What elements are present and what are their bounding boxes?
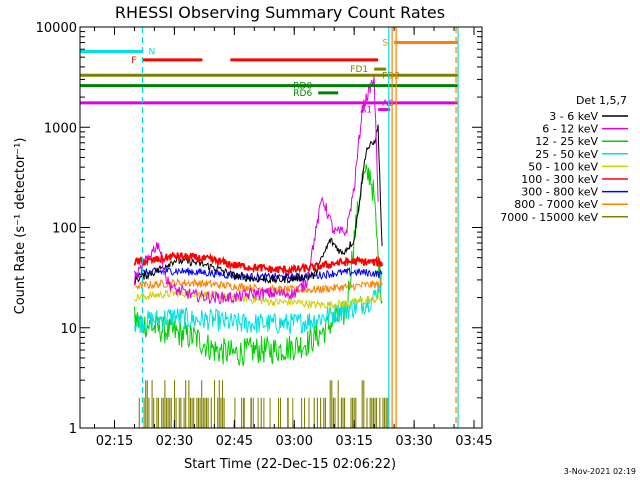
flag-f: F: [131, 56, 379, 66]
legend-label: 3 - 6 keV: [549, 110, 598, 123]
flag-rd6-label: RD6: [293, 89, 312, 99]
x-tick-label: 02:30: [156, 434, 193, 449]
legend-label: 25 - 50 keV: [535, 148, 598, 161]
flag-fd2: FD2: [80, 71, 459, 81]
x-tick-label: 02:45: [216, 434, 253, 449]
x-tick-label: 03:30: [395, 434, 432, 449]
flag-s-label: S: [382, 39, 388, 49]
flag-n-label: N: [148, 47, 155, 57]
legend-label: 300 - 800 keV: [521, 186, 598, 199]
legend-title: Det 1,5,7: [576, 94, 627, 107]
flag-fd2-label: FD2: [382, 71, 400, 81]
vlines-layer: [141, 27, 459, 428]
flag-rd0-label: RD0: [293, 82, 312, 92]
series-300-800kev: [134, 266, 383, 283]
series-layer: [133, 75, 389, 428]
flag-a1: A1: [360, 106, 391, 116]
flag-a1-label: A1: [360, 106, 372, 116]
y-tick-label: 100: [52, 222, 77, 237]
axes-layer: 02:15 02:30 02:45 03:00 03:15 03:30 03:45 1 10 10…: [36, 21, 493, 449]
series-50-100kev: [134, 288, 383, 310]
flag-fd1-label: FD1: [350, 65, 368, 75]
legend-label: 800 - 7000 keV: [514, 198, 598, 211]
x-axis-label: Start Time (22-Dec-15 02:06:22): [184, 457, 396, 472]
series-25-50kev: [134, 270, 383, 335]
y-tick-label: 10: [60, 322, 77, 337]
flag-f-label: F: [131, 56, 136, 66]
series-7000-15000-kev: [138, 380, 389, 428]
y-tick-label: 10000: [36, 21, 77, 36]
legend-label: 7000 - 15000 keV: [500, 211, 598, 224]
x-tick-label: 03:15: [335, 434, 372, 449]
y-tick-label: 1: [69, 422, 77, 437]
flag-rd6: RD6: [293, 89, 339, 99]
y-axis-label: Count Rate (s⁻¹ detector⁻¹): [13, 138, 28, 315]
legend-label: 50 - 100 keV: [528, 160, 598, 173]
flag-fd1: FD1: [350, 65, 387, 75]
footer-timestamp: 3-Nov-2021 02:19: [564, 467, 636, 476]
flag-n: N: [80, 47, 155, 57]
legend-label: 100 - 300 keV: [521, 173, 598, 186]
legend-label: 12 - 25 keV: [535, 135, 598, 148]
y-tick-label: 1000: [44, 121, 77, 136]
series-7000-15000-kev-bursts: [138, 380, 389, 428]
x-tick-label: 02:15: [96, 434, 133, 449]
flag-rd0: RD0: [80, 82, 459, 92]
chart-title: RHESSI Observing Summary Count Rates: [115, 3, 445, 22]
series-6-12kev: [134, 75, 379, 305]
flag-s: S: [382, 39, 459, 49]
series-100-300kev: [133, 251, 383, 277]
legend-label: 6 - 12 keV: [542, 123, 598, 136]
series-3-6kev: [134, 124, 383, 285]
x-tick-label: 03:00: [276, 434, 313, 449]
x-tick-label: 03:45: [455, 434, 492, 449]
series-7000-15000-kev-spikes: [234, 397, 310, 428]
